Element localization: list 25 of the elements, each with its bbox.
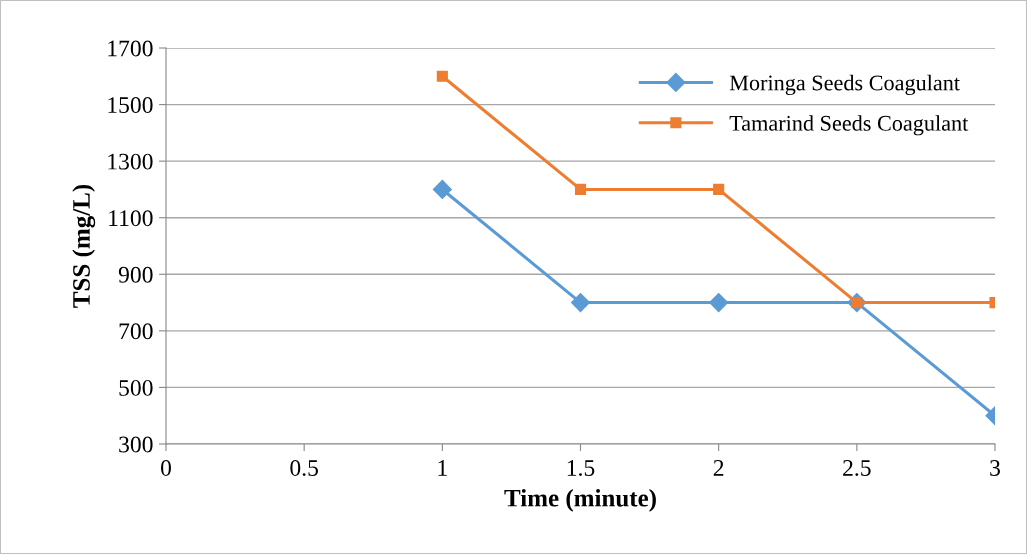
- x-tick-label: 0: [161, 459, 171, 476]
- point: [432, 179, 452, 199]
- y-tick-label: 900: [118, 266, 153, 283]
- point: [570, 293, 591, 313]
- y-tick-label: 1100: [109, 210, 153, 227]
- y-tick-label: 1500: [108, 97, 153, 113]
- y-tick-label: 300: [119, 436, 153, 453]
- x-tick-label: 1: [438, 460, 447, 476]
- y-tick-label: 500: [119, 379, 153, 396]
- y-tick-label: 1300: [108, 153, 153, 170]
- x-tick-label: 0.5: [290, 459, 318, 476]
- point: [436, 70, 448, 82]
- x-tick-label: 1.5: [567, 460, 595, 476]
- point: [709, 293, 729, 313]
- x-axis-title: Time (minute): [504, 489, 656, 512]
- x-tick-label: 2.5: [843, 460, 871, 476]
- point: [713, 183, 725, 195]
- point: [574, 183, 587, 195]
- legend-label: Tamarind Seeds Coagulant: [729, 115, 969, 136]
- y-tick-label: 1700: [108, 40, 153, 57]
- x-tick-label: 2: [713, 460, 724, 476]
- y-tick-label: 700: [119, 323, 153, 340]
- y-axis-title: TSS (mg/L): [72, 184, 96, 308]
- legend-label: Moringa Seeds Coagulant: [729, 74, 960, 96]
- x-tick-label: 3: [990, 460, 1000, 476]
